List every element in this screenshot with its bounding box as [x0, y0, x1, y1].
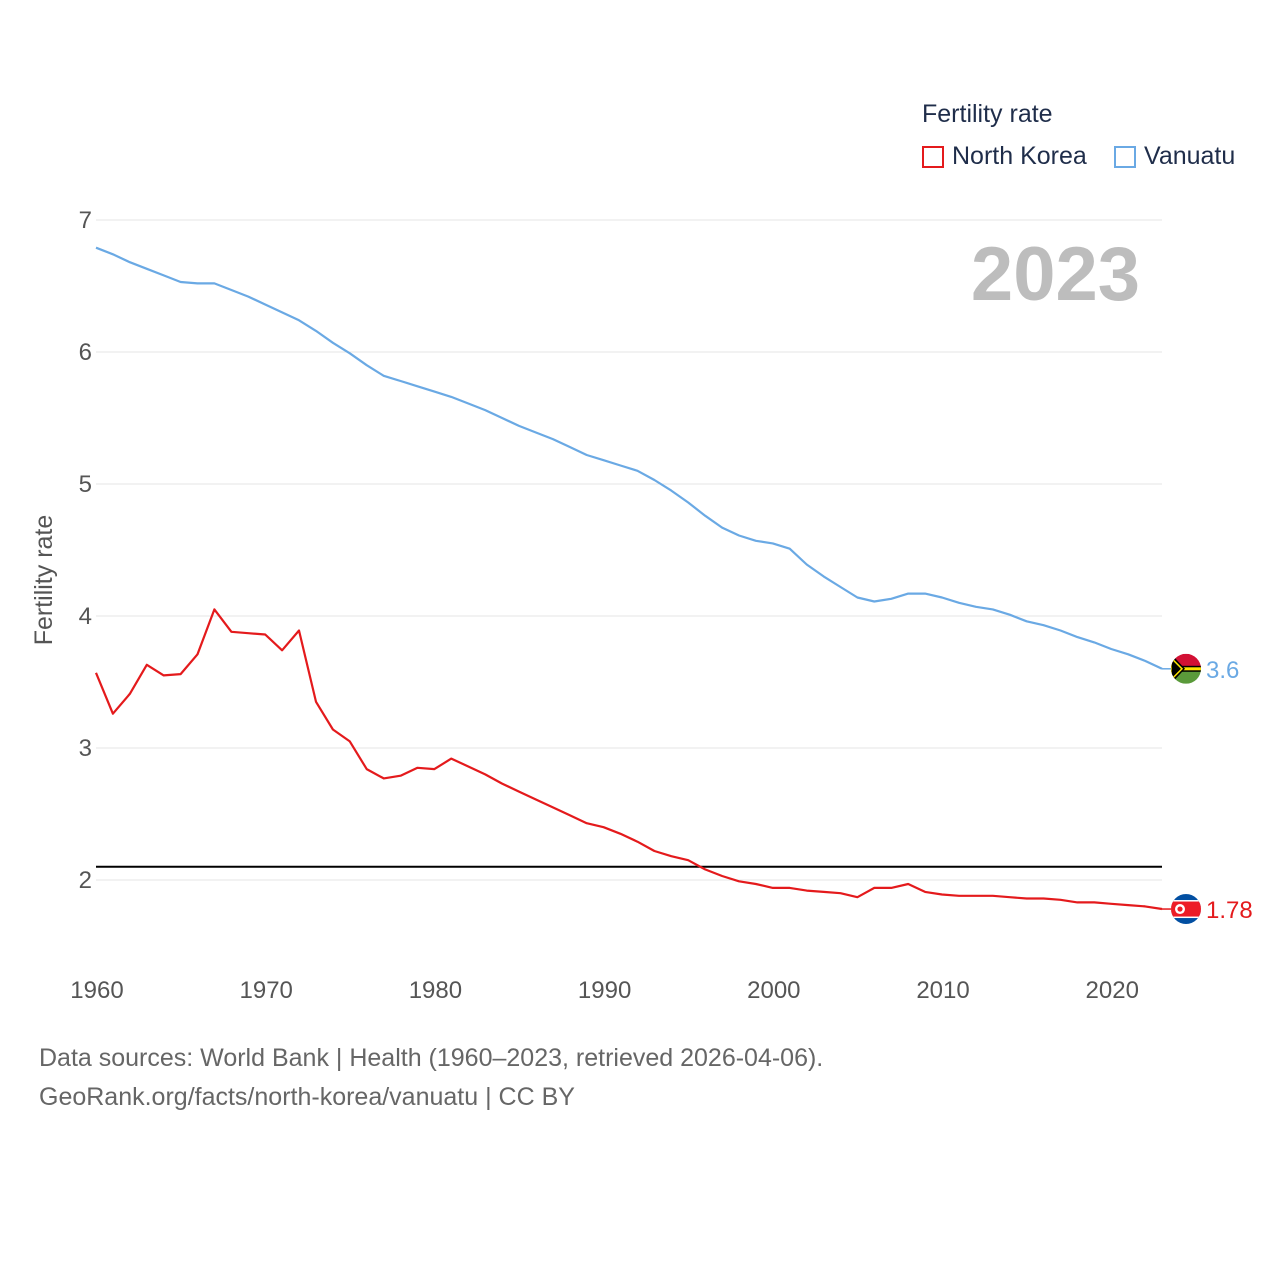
grid-lines [96, 219, 1162, 881]
x-tick-label-2020: 2020 [1086, 977, 1139, 1004]
end-value-label-north-korea: 1.78 [1206, 897, 1253, 924]
year-watermark: 2023 [971, 232, 1140, 317]
y-axis-label: Fertility rate [30, 515, 58, 646]
source-line-1: Data sources: World Bank | Health (1960–… [39, 1044, 824, 1072]
y-axis-ticks: 2 3 4 5 6 7 [79, 207, 92, 894]
legend-title: Fertility rate [922, 100, 1053, 128]
end-value-label-vanuatu: 3.6 [1206, 657, 1239, 684]
legend-item-north-korea[interactable]: North Korea [922, 142, 1087, 171]
y-tick-label-5: 5 [79, 471, 92, 498]
x-axis-ticks: 1960 1970 1980 1990 2000 2010 2020 [70, 977, 1139, 1004]
series-lines [94, 246, 1163, 911]
y-tick-label-2: 2 [79, 867, 92, 894]
series-end-markers: 1.78 3.6 [1162, 653, 1253, 925]
legend-swatch-vanuatu [1114, 145, 1136, 168]
y-tick-label-4: 4 [79, 603, 92, 630]
series-line-north-korea [94, 608, 1163, 911]
legend-swatch-north-korea [922, 145, 944, 168]
flag-icon-north-korea [1171, 894, 1201, 925]
series-line-vanuatu [95, 246, 1163, 670]
flag-icon-vanuatu [1171, 653, 1201, 684]
x-tick-label-1970: 1970 [240, 977, 293, 1004]
y-tick-label-7: 7 [79, 207, 92, 234]
y-tick-label-6: 6 [79, 339, 92, 366]
source-link[interactable]: GeoRank.org/facts/north-korea/vanuatu | … [39, 1083, 575, 1111]
legend-item-vanuatu[interactable]: Vanuatu [1114, 142, 1235, 171]
x-tick-label-1980: 1980 [409, 977, 462, 1004]
x-tick-label-2000: 2000 [747, 977, 800, 1004]
x-tick-label-1990: 1990 [578, 977, 631, 1004]
legend-label-vanuatu: Vanuatu [1144, 142, 1236, 170]
x-tick-label-1960: 1960 [70, 977, 123, 1004]
x-tick-label-2010: 2010 [916, 977, 969, 1004]
legend-label-north-korea: North Korea [952, 142, 1087, 170]
y-tick-label-3: 3 [79, 735, 92, 762]
